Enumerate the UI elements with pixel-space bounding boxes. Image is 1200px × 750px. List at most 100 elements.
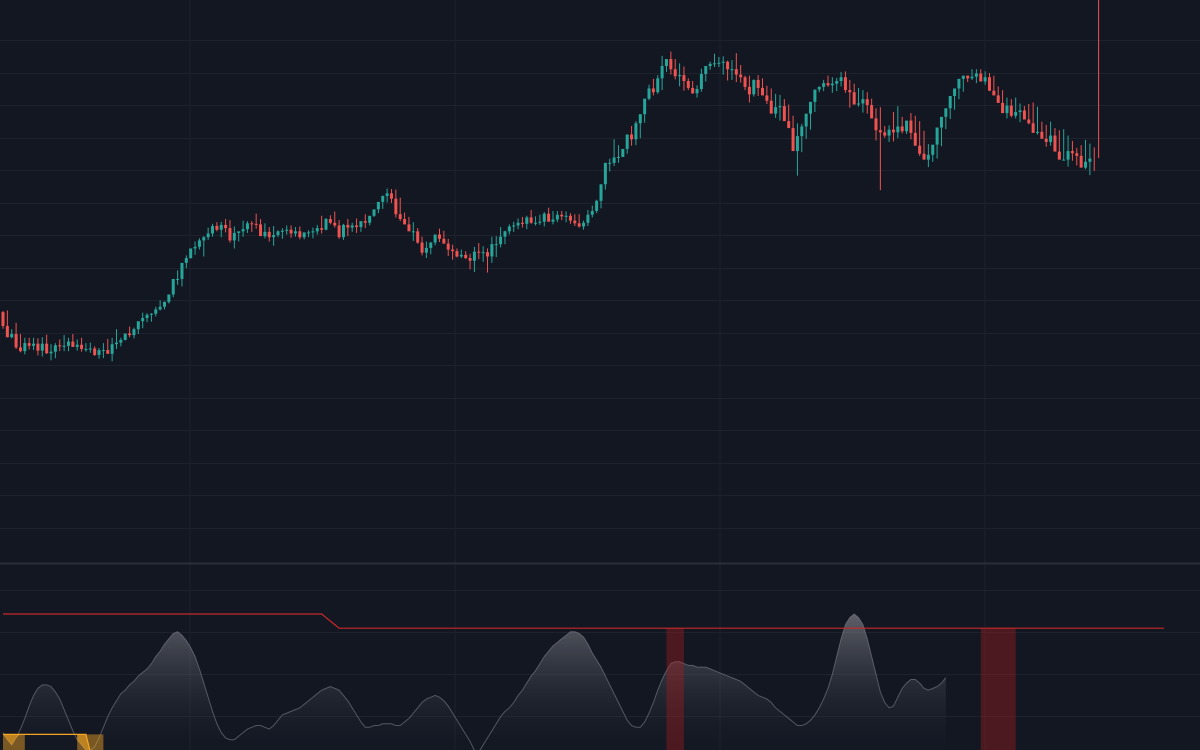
candle[interactable] (27, 337, 31, 350)
candle[interactable] (520, 216, 524, 228)
candle[interactable] (80, 337, 84, 352)
candle[interactable] (608, 158, 612, 172)
candle[interactable] (1014, 97, 1018, 119)
candle[interactable] (555, 210, 559, 223)
candle[interactable] (75, 339, 79, 351)
candle[interactable] (582, 220, 586, 230)
candle[interactable] (346, 219, 350, 237)
candle[interactable] (36, 338, 40, 356)
candle[interactable] (438, 228, 441, 243)
candle[interactable] (621, 148, 625, 157)
candle[interactable] (769, 88, 773, 114)
candle[interactable] (58, 339, 62, 352)
candle[interactable] (547, 207, 551, 222)
candle[interactable] (494, 236, 498, 258)
candle[interactable] (987, 72, 991, 92)
candle[interactable] (62, 335, 66, 352)
candle[interactable] (106, 338, 110, 354)
candle[interactable] (1040, 121, 1044, 139)
candle[interactable] (551, 210, 555, 225)
candle[interactable] (590, 205, 594, 218)
candle[interactable] (787, 104, 791, 129)
candle[interactable] (202, 236, 206, 257)
candle[interactable] (311, 227, 315, 239)
candle[interactable] (974, 69, 978, 84)
candle[interactable] (861, 90, 865, 113)
candle[interactable] (267, 227, 271, 242)
candle[interactable] (730, 60, 734, 80)
candle[interactable] (1036, 106, 1040, 135)
candle[interactable] (114, 329, 118, 350)
candle[interactable] (651, 78, 655, 96)
candle[interactable] (376, 201, 380, 214)
candle[interactable] (809, 101, 813, 130)
candle[interactable] (1049, 121, 1053, 146)
candle[interactable] (259, 219, 263, 237)
candle[interactable] (398, 197, 402, 222)
candle[interactable] (612, 139, 616, 167)
candle[interactable] (848, 79, 852, 108)
candle[interactable] (171, 278, 175, 298)
candle[interactable] (289, 225, 293, 238)
candle[interactable] (363, 214, 367, 229)
candle[interactable] (970, 69, 974, 80)
candle[interactable] (678, 63, 682, 87)
candle[interactable] (403, 212, 407, 225)
candle[interactable] (167, 294, 171, 304)
candle[interactable] (660, 55, 664, 91)
candle[interactable] (691, 80, 695, 94)
candle[interactable] (197, 238, 201, 250)
candle[interactable] (433, 234, 437, 246)
candle[interactable] (948, 95, 952, 119)
candle[interactable] (512, 221, 516, 232)
candle[interactable] (643, 98, 647, 123)
candle[interactable] (564, 211, 568, 223)
candle[interactable] (599, 184, 603, 209)
candle[interactable] (699, 68, 703, 92)
candle[interactable] (40, 337, 44, 357)
candle[interactable] (721, 56, 725, 75)
candle[interactable] (843, 71, 847, 93)
candle[interactable] (870, 98, 874, 119)
candle[interactable] (14, 322, 18, 350)
candle[interactable] (1044, 124, 1048, 147)
candle[interactable] (739, 64, 743, 83)
candle[interactable] (477, 243, 481, 260)
candle[interactable] (245, 221, 249, 233)
candle[interactable] (573, 214, 577, 226)
candle[interactable] (752, 79, 756, 97)
price-panel[interactable] (1, 0, 1108, 362)
candle[interactable] (176, 270, 180, 285)
candle[interactable] (459, 249, 463, 259)
candle[interactable] (215, 222, 219, 232)
candle[interactable] (1053, 128, 1057, 152)
candle[interactable] (119, 337, 123, 347)
candle[interactable] (1057, 130, 1061, 160)
candle[interactable] (224, 219, 228, 233)
candle[interactable] (381, 195, 385, 209)
candle[interactable] (726, 60, 730, 81)
candle[interactable] (813, 89, 817, 113)
candle[interactable] (184, 255, 188, 269)
candle[interactable] (499, 227, 503, 248)
candle[interactable] (1001, 90, 1005, 114)
candle[interactable] (128, 326, 132, 338)
candle[interactable] (1075, 147, 1079, 166)
candle[interactable] (1, 311, 5, 329)
candle[interactable] (5, 310, 9, 338)
candle[interactable] (71, 334, 75, 347)
candle[interactable] (420, 236, 424, 256)
candle[interactable] (830, 77, 834, 93)
candle[interactable] (280, 228, 284, 239)
candle[interactable] (516, 218, 520, 230)
candle[interactable] (66, 337, 70, 352)
candle[interactable] (656, 75, 660, 94)
candle[interactable] (957, 78, 961, 100)
candle[interactable] (664, 59, 668, 72)
candle[interactable] (534, 216, 538, 226)
candle[interactable] (909, 113, 913, 140)
candle[interactable] (320, 215, 324, 234)
candle[interactable] (442, 230, 446, 244)
candle[interactable] (429, 242, 433, 255)
